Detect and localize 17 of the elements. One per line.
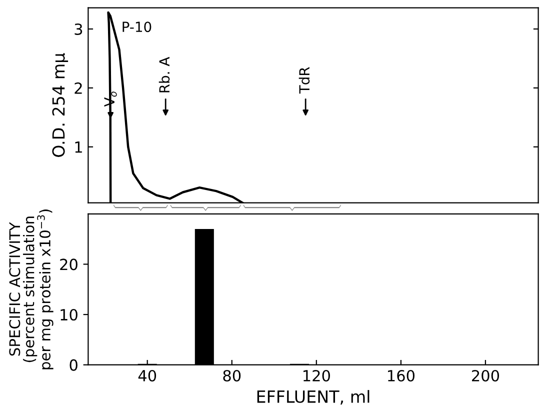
y-tick-label: 3 xyxy=(74,23,82,36)
y-tick-label: 1 xyxy=(75,142,82,153)
annotation: P-10 xyxy=(122,22,152,32)
x-tick-label: 80 xyxy=(223,370,241,382)
x-tick-label: 120 xyxy=(304,370,330,382)
y-tick-label: 2 xyxy=(74,82,82,94)
x-tick-label: 160 xyxy=(388,370,414,382)
y-tick-label: 0 xyxy=(70,359,78,371)
y-tick-label: 20 xyxy=(60,258,78,270)
x-tick-label: 40 xyxy=(138,370,156,382)
x-tick-label: 200 xyxy=(472,370,500,382)
y-axis-title: O.D. 254 mμ xyxy=(52,53,68,157)
annotation: TdR xyxy=(298,67,310,94)
x-axis-title: EFFLUENT, ml xyxy=(257,390,370,405)
y-axis-title: SPECIFIC ACTIVITY (percent stimulation per mg protein x10$^{−3}$) xyxy=(9,210,54,370)
annotation: Rb. A xyxy=(158,56,170,92)
y-tick-label: 10 xyxy=(60,308,78,321)
